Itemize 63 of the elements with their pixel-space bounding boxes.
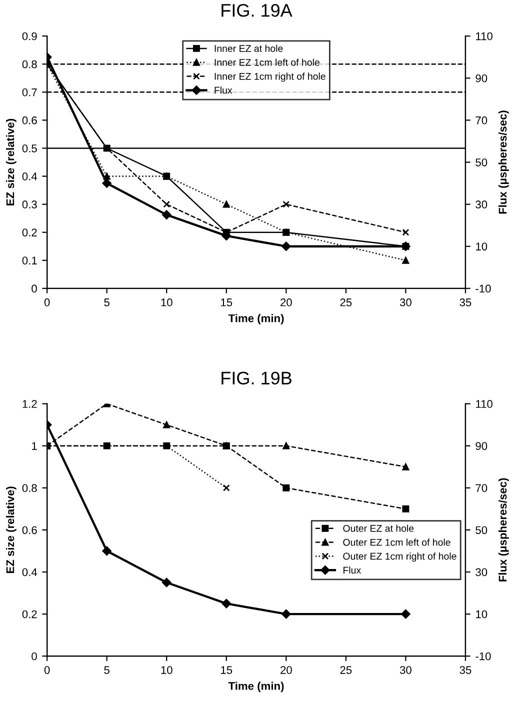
y-tick-label: 0 xyxy=(32,284,37,293)
y-tick-label: 0.5 xyxy=(22,144,37,152)
legend-label: Inner EZ 1cm left of hole xyxy=(214,58,320,66)
y2-tick-label: -10 xyxy=(476,652,491,660)
y-tick-label: 1 xyxy=(32,442,37,450)
y-tick-label: 0.4 xyxy=(22,568,38,576)
x-tick-label: 5 xyxy=(104,666,110,674)
y2-tick-label: 10 xyxy=(476,610,488,618)
x-tick-label: 5 xyxy=(104,298,110,306)
x-tick-label: 10 xyxy=(161,298,172,306)
y2-tick-label: 90 xyxy=(476,74,488,82)
y-tick-label: 0.7 xyxy=(22,88,37,96)
y-tick-label: 1.2 xyxy=(22,400,37,408)
y-tick-label: 0.6 xyxy=(22,526,37,534)
y-tick-label: 0.2 xyxy=(22,228,37,236)
y-tick-label: 0.8 xyxy=(22,60,37,68)
y2-tick-label: 70 xyxy=(476,116,488,124)
x-tick-label: 30 xyxy=(400,666,412,674)
legend-label: Flux xyxy=(344,566,361,574)
legend-label: Outer EZ at hole xyxy=(343,524,414,532)
chart-title: FIG. 19A xyxy=(222,4,292,17)
x-tick-label: 15 xyxy=(221,666,232,674)
y-tick-label: 0.8 xyxy=(22,484,37,492)
y2-tick-label: 30 xyxy=(476,200,488,208)
y-tick-label: 0.1 xyxy=(22,256,37,264)
y2-tick-label: 70 xyxy=(476,484,488,492)
x-tick-label: 30 xyxy=(400,298,412,306)
x-axis-title: Time (min) xyxy=(228,682,284,692)
x-tick-label: 20 xyxy=(280,666,292,674)
y-axis-title: EZ size (relative) xyxy=(6,118,16,206)
y-tick-label: 0.6 xyxy=(22,116,37,124)
x-tick-label: 15 xyxy=(221,298,232,306)
y2-tick-label: -10 xyxy=(476,284,491,293)
legend-label: Outer EZ 1cm left of hole xyxy=(343,538,450,546)
legend-label: Flux xyxy=(214,86,232,94)
x-tick-label: 35 xyxy=(460,298,472,306)
y-tick-label: 0.4 xyxy=(22,172,38,180)
legend-label: Outer EZ 1cm right of hole xyxy=(343,552,456,562)
y2-tick-label: 30 xyxy=(476,568,488,576)
x-tick-label: 25 xyxy=(340,666,352,674)
y2-tick-label: 10 xyxy=(476,242,488,250)
y-tick-label: 0.9 xyxy=(22,32,37,40)
y2-tick-label: 110 xyxy=(476,400,492,408)
y-tick-label: 0.2 xyxy=(22,610,37,618)
y2-tick-label: 50 xyxy=(476,158,488,166)
chart-title: FIG. 19B xyxy=(222,372,292,384)
x-tick-label: 25 xyxy=(340,298,352,306)
y2-tick-label: 90 xyxy=(476,442,488,450)
x-axis-title: Time (min) xyxy=(228,314,284,324)
x-tick-label: 0 xyxy=(44,298,50,306)
y2-axis-title: Flux (μspheres/sec) xyxy=(498,478,509,582)
x-tick-label: 10 xyxy=(161,666,172,674)
y-tick-label: 0 xyxy=(32,652,37,660)
legend-label: Inner EZ at hole xyxy=(214,44,283,52)
y2-tick-label: 110 xyxy=(476,32,492,40)
y2-tick-label: 50 xyxy=(476,526,488,534)
x-tick-label: 0 xyxy=(44,666,50,674)
y-axis-title: EZ size (relative) xyxy=(6,486,16,574)
x-tick-label: 35 xyxy=(460,666,472,674)
x-tick-label: 20 xyxy=(280,298,292,306)
y-tick-label: 0.3 xyxy=(22,200,37,208)
y2-axis-title: Flux (μspheres/sec) xyxy=(498,110,509,214)
legend-label: Inner EZ 1cm right of hole xyxy=(214,72,326,82)
